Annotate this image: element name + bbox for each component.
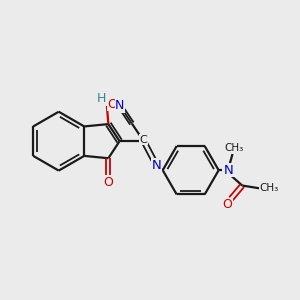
Text: N: N: [115, 99, 124, 112]
Text: C: C: [140, 135, 148, 145]
Text: H: H: [97, 92, 106, 105]
Text: N: N: [152, 159, 161, 172]
Text: CH₃: CH₃: [259, 184, 278, 194]
Text: O: O: [103, 176, 113, 189]
Text: CH₃: CH₃: [224, 142, 244, 153]
Text: N: N: [224, 164, 234, 177]
Text: O: O: [107, 98, 117, 111]
Text: O: O: [223, 198, 232, 211]
